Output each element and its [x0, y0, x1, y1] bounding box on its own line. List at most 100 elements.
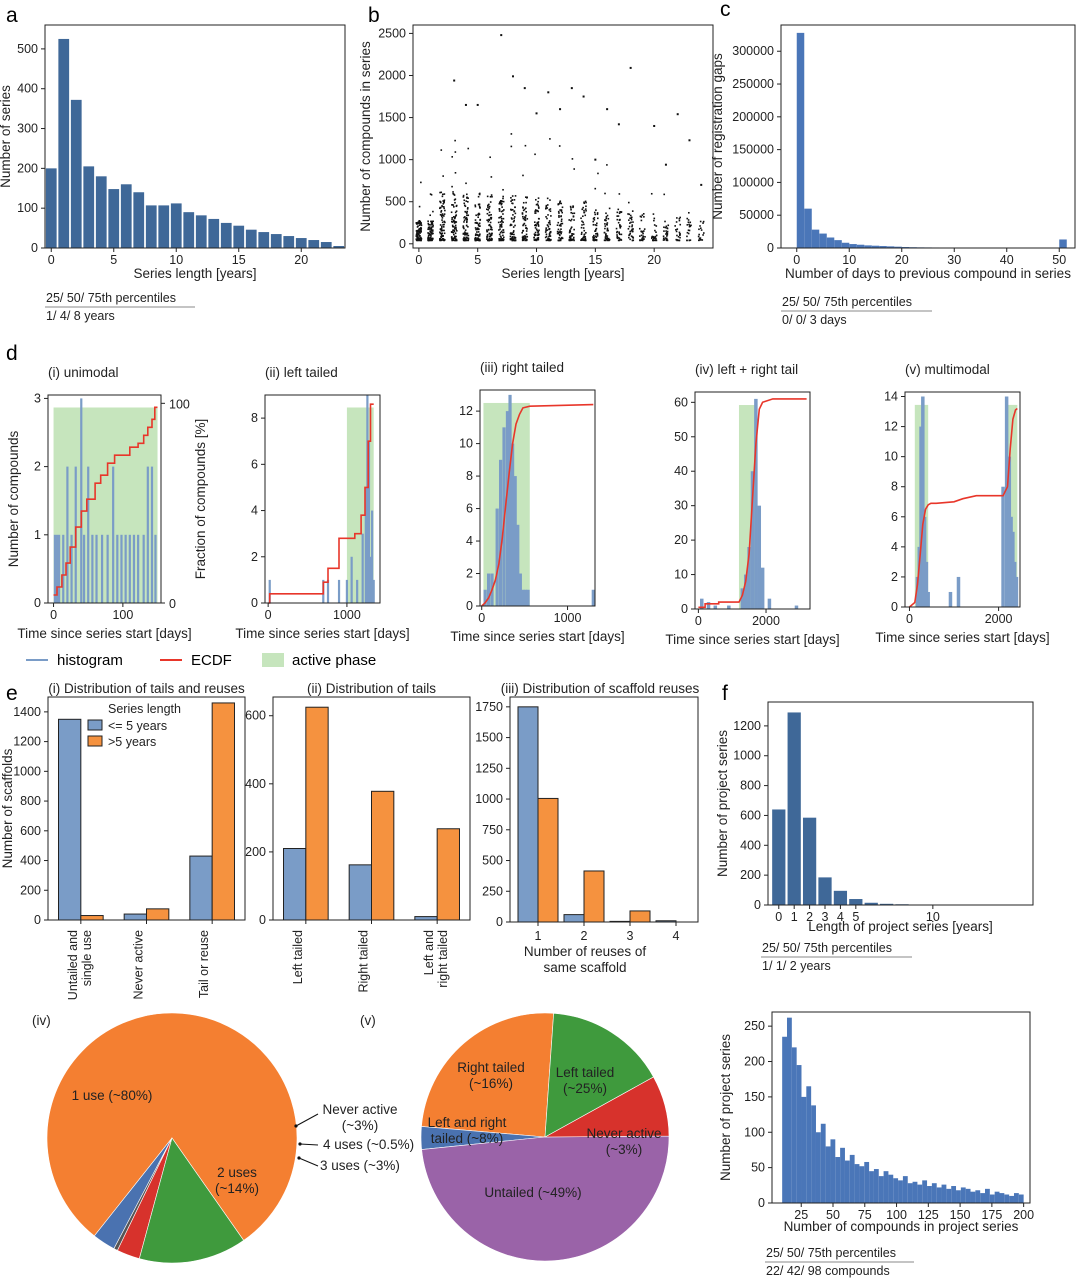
- point-b: [642, 235, 645, 238]
- point-b: [654, 229, 656, 232]
- point-b: [558, 145, 561, 147]
- point-b: [581, 224, 583, 226]
- point-b: [538, 229, 540, 232]
- point-b: [640, 219, 643, 222]
- point-b: [534, 210, 536, 213]
- point-b: [584, 208, 587, 210]
- point-b: [679, 236, 681, 239]
- point-b: [443, 199, 446, 202]
- b-y-tick-label: 2000: [378, 68, 406, 82]
- point-b: [498, 229, 500, 231]
- point-b: [454, 198, 457, 200]
- point-b: [498, 233, 501, 236]
- point-b: [502, 217, 505, 220]
- point-b: [556, 230, 559, 233]
- hist-bar-d_v: [1012, 561, 1017, 607]
- point-b: [453, 222, 456, 224]
- point-b: [581, 208, 584, 211]
- point-b: [487, 204, 489, 207]
- point-b: [442, 175, 444, 177]
- point-b: [662, 237, 665, 240]
- point-b: [560, 237, 562, 240]
- hist-bar-d_iv: [757, 505, 762, 609]
- point-b: [582, 206, 584, 209]
- b-x-tick-label: 20: [647, 253, 661, 267]
- point-b: [689, 224, 691, 227]
- percentiles-a: 25/ 50/ 75th percentiles 1/ 4/ 8 years: [45, 291, 195, 323]
- point-b: [593, 211, 596, 214]
- point-b: [443, 232, 446, 235]
- point-b: [466, 234, 468, 236]
- hist-bar-d_i: [132, 534, 136, 603]
- point-b: [524, 207, 527, 210]
- point-b: [618, 212, 621, 215]
- point-b: [465, 211, 468, 214]
- f_i-x-axis-label: Length of project series [years]: [808, 919, 993, 934]
- point-b: [605, 212, 607, 215]
- point-b: [487, 206, 489, 208]
- point-b: [500, 215, 503, 218]
- d_i-x-tick-label: 0: [50, 608, 57, 622]
- point-b: [700, 229, 703, 231]
- point-b: [536, 222, 539, 225]
- point-b: [690, 224, 692, 227]
- f_ii-y-tick-label: 100: [744, 1125, 765, 1139]
- bar-c: [849, 244, 857, 248]
- bar-a: [195, 215, 207, 248]
- a-x-tick-label: 10: [169, 253, 183, 267]
- pie-label-e_iv: 1 use (~80%): [72, 1088, 153, 1103]
- point-b: [549, 231, 552, 233]
- ecdf-line-d_v: [908, 407, 1018, 608]
- point-b: [616, 211, 619, 214]
- point-b: [430, 235, 432, 237]
- hist-bar-d_iv: [727, 605, 731, 609]
- d_iv-x-tick-label: 2000: [752, 614, 780, 628]
- bar-e_i: [146, 908, 170, 921]
- point-b: [502, 197, 504, 200]
- hist-bar-d_iv: [754, 398, 758, 609]
- point-b: [664, 220, 666, 223]
- point-b: [417, 230, 420, 233]
- point-b: [463, 199, 466, 202]
- chart-d_i: 0 100 0 1 2 3 Time since series start [days] Nu…: [6, 365, 208, 641]
- point-b: [629, 66, 632, 69]
- bar-a: [145, 205, 157, 248]
- point-b: [560, 222, 563, 225]
- point-b: [533, 236, 535, 239]
- point-b: [619, 210, 621, 213]
- point-b: [523, 222, 526, 225]
- point-b: [557, 228, 560, 231]
- d_v-x-tick-label: 2000: [985, 612, 1013, 626]
- d_v-x-tick-label: 0: [906, 612, 913, 626]
- point-b: [432, 224, 434, 227]
- c-y-tick-label: 0: [767, 241, 774, 255]
- point-b: [666, 235, 668, 237]
- point-b: [442, 205, 445, 208]
- d_i-title: (i) unimodal: [48, 365, 119, 380]
- point-b: [462, 196, 465, 198]
- bar-c: [856, 244, 865, 248]
- point-b: [499, 235, 502, 238]
- point-b: [418, 224, 421, 227]
- point-b: [583, 229, 586, 232]
- point-b: [596, 222, 598, 225]
- point-b: [429, 234, 432, 236]
- point-b: [486, 219, 488, 222]
- point-b: [606, 237, 609, 239]
- point-b: [454, 217, 456, 220]
- bar-a: [308, 240, 320, 248]
- d_ii-x-axis-label: Time since series start [days]: [235, 626, 409, 641]
- point-b: [463, 236, 465, 239]
- bar-f_ii: [946, 1188, 952, 1203]
- point-b: [675, 229, 677, 231]
- point-b: [431, 229, 434, 231]
- point-b: [502, 200, 505, 203]
- point-b: [489, 201, 492, 203]
- bar-f_ii: [922, 1180, 928, 1203]
- point-b: [501, 231, 504, 234]
- point-b: [595, 227, 598, 230]
- e_ii-x-tick-label: Left and: [422, 930, 436, 975]
- bar-e_iii: [517, 706, 539, 923]
- point-b: [618, 231, 620, 234]
